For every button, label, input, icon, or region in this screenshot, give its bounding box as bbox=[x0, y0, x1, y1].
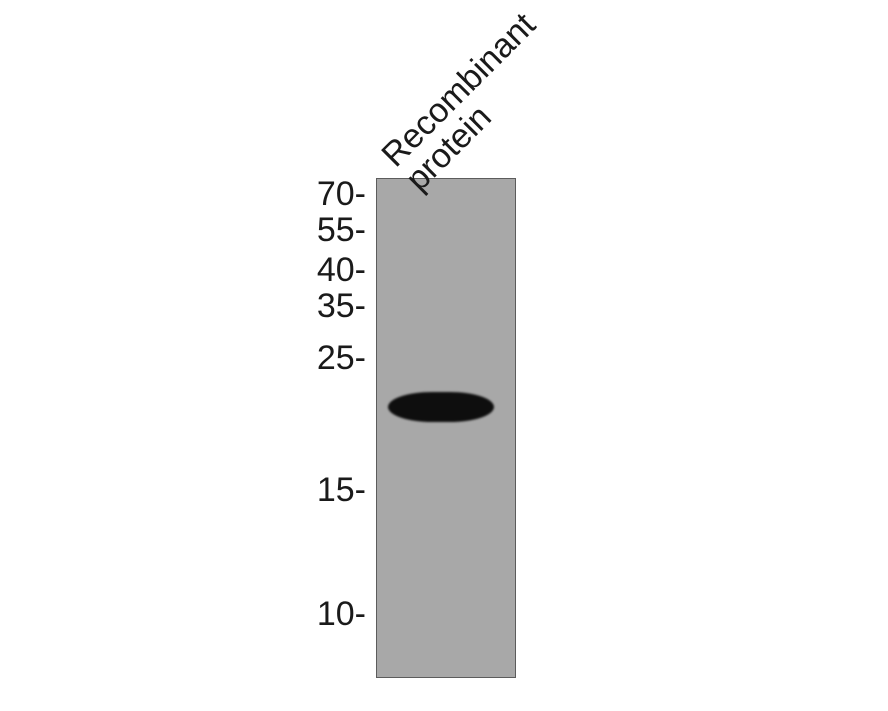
mw-marker-label: 55- bbox=[0, 211, 366, 250]
mw-marker-label: 70- bbox=[0, 175, 366, 214]
mw-marker-label: 25- bbox=[0, 339, 366, 378]
mw-marker-label: 10- bbox=[0, 595, 366, 634]
figure-stage: Recombinantprotein 70-55-40-35-25-15-10- bbox=[0, 0, 888, 711]
mw-marker-label: 40- bbox=[0, 251, 366, 290]
blot-band bbox=[388, 392, 494, 422]
blot-lane-strip bbox=[376, 178, 516, 678]
mw-marker-label: 15- bbox=[0, 471, 366, 510]
mw-marker-label: 35- bbox=[0, 287, 366, 326]
